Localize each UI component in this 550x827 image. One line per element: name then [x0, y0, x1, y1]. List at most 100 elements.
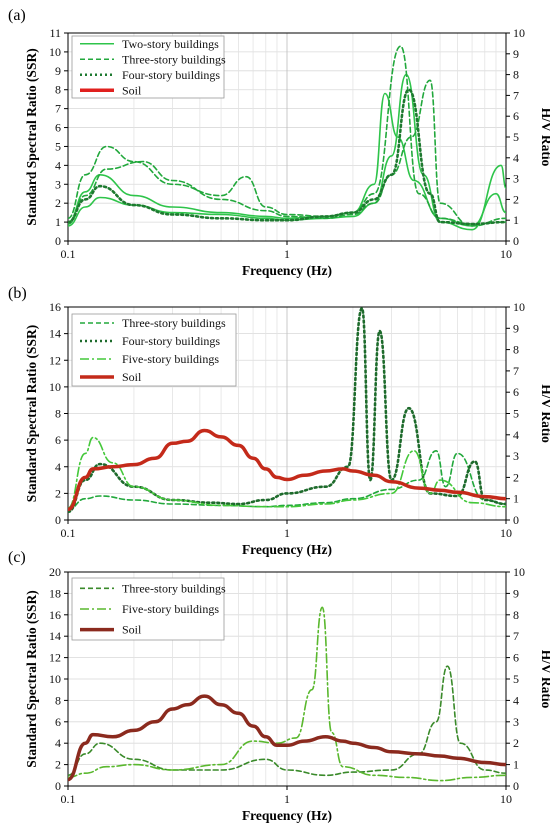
y-right-tick-label: 10	[513, 565, 525, 579]
y-right-tick-label: 5	[513, 672, 519, 686]
panel-label: (b)	[8, 285, 27, 302]
legend-label: Five-story buildings	[122, 602, 219, 616]
legend: Three-story buildings Four-story building…	[71, 313, 237, 387]
y-right-axis-title: H/V Ratio	[539, 108, 550, 167]
y-right-tick-label: 1	[513, 213, 519, 227]
y-right-tick-label: 6	[513, 109, 519, 123]
y-left-tick-label: 0	[55, 513, 61, 527]
x-tick-label: 1	[284, 247, 290, 261]
y-left-tick-label: 5	[55, 139, 61, 153]
y-left-tick-label: 2	[55, 758, 61, 772]
x-tick-label: 10	[500, 792, 512, 806]
legend-label: Soil	[122, 83, 142, 97]
y-right-tick-label: 7	[513, 629, 519, 643]
y-right-tick-label: 4	[513, 151, 519, 165]
y-right-tick-label: 8	[513, 608, 519, 622]
y-left-axis-title: Standard Spectral Ratio (SSR)	[24, 48, 39, 225]
y-left-tick-label: 16	[49, 608, 61, 622]
y-left-tick-label: 12	[49, 353, 61, 367]
y-left-tick-label: 10	[49, 380, 61, 394]
legend-box	[71, 35, 225, 99]
y-right-tick-label: 9	[513, 47, 519, 61]
y-right-tick-label: 3	[513, 715, 519, 729]
y-left-tick-label: 3	[55, 177, 61, 191]
y-right-tick-label: 3	[513, 449, 519, 463]
y-left-tick-label: 14	[49, 629, 61, 643]
y-left-tick-label: 6	[55, 121, 61, 135]
y-left-tick-label: 18	[49, 586, 61, 600]
y-left-tick-label: 6	[55, 715, 61, 729]
y-right-tick-label: 8	[513, 343, 519, 357]
y-right-tick-label: 4	[513, 693, 519, 707]
x-axis-title: Frequency (Hz)	[242, 542, 332, 557]
y-right-tick-label: 6	[513, 651, 519, 665]
series-line-four-story-buildings	[68, 88, 506, 226]
panel-label: (c)	[8, 549, 26, 566]
y-left-tick-label: 4	[55, 460, 61, 474]
legend-label: Five-story buildings	[122, 352, 219, 366]
y-left-axis-title: Standard Spectral Ratio (SSR)	[24, 325, 39, 502]
y-right-tick-label: 7	[513, 364, 519, 378]
series-line-soil	[68, 694, 506, 782]
x-tick-label: 10	[500, 526, 512, 540]
y-left-tick-label: 2	[55, 196, 61, 210]
panel-label: (a)	[8, 7, 26, 24]
y-right-tick-label: 1	[513, 492, 519, 506]
y-right-tick-label: 3	[513, 172, 519, 186]
x-tick-label: 0.1	[61, 526, 76, 540]
legend-label: Three-story buildings	[122, 581, 226, 595]
y-right-axis-title: H/V Ratio	[539, 650, 550, 709]
y-right-tick-label: 0	[513, 234, 519, 248]
y-left-tick-label: 2	[55, 486, 61, 500]
y-left-tick-label: 12	[49, 651, 61, 665]
y-right-tick-label: 10	[513, 26, 525, 40]
y-left-tick-label: 16	[49, 300, 61, 314]
y-right-tick-label: 9	[513, 586, 519, 600]
series-line-three-story-buildings	[68, 450, 506, 511]
y-left-tick-label: 7	[55, 102, 61, 116]
y-left-tick-label: 8	[55, 83, 61, 97]
legend-label: Two-story buildings	[122, 37, 219, 51]
y-left-tick-label: 4	[55, 158, 61, 172]
y-right-tick-label: 2	[513, 470, 519, 484]
y-left-tick-label: 10	[49, 672, 61, 686]
y-right-tick-label: 5	[513, 130, 519, 144]
y-right-tick-label: 8	[513, 68, 519, 82]
series-line-three-story-buildings	[68, 665, 506, 777]
y-left-tick-label: 20	[49, 565, 61, 579]
y-right-tick-label: 9	[513, 321, 519, 335]
y-left-tick-label: 10	[49, 45, 61, 59]
y-right-tick-label: 1	[513, 758, 519, 772]
y-right-tick-label: 5	[513, 407, 519, 421]
x-tick-label: 0.1	[61, 792, 76, 806]
y-left-tick-label: 8	[55, 407, 61, 421]
x-axis-title: Frequency (Hz)	[242, 808, 332, 823]
y-left-tick-label: 9	[55, 64, 61, 78]
y-right-tick-label: 2	[513, 736, 519, 750]
legend-label: Three-story buildings	[122, 316, 226, 330]
x-tick-label: 10	[500, 247, 512, 261]
legend-label: Four-story buildings	[122, 68, 220, 82]
legend-label: Three-story buildings	[122, 52, 226, 66]
y-left-tick-label: 14	[49, 327, 61, 341]
y-right-tick-label: 6	[513, 385, 519, 399]
x-tick-label: 0.1	[61, 247, 76, 261]
legend-label: Soil	[122, 623, 142, 637]
y-right-tick-label: 0	[513, 513, 519, 527]
y-left-axis-title: Standard Spectral Ratio (SSR)	[24, 590, 39, 767]
x-tick-label: 1	[284, 792, 290, 806]
y-right-tick-label: 7	[513, 88, 519, 102]
legend: Three-story buildings Five-story building…	[71, 577, 226, 641]
legend-label: Soil	[122, 370, 142, 384]
y-right-axis-title: H/V Ratio	[539, 384, 550, 443]
x-tick-label: 1	[284, 526, 290, 540]
series-line-three-story-buildings	[68, 79, 506, 227]
y-left-tick-label: 11	[49, 26, 61, 40]
y-right-tick-label: 4	[513, 428, 519, 442]
y-left-tick-label: 1	[55, 215, 61, 229]
